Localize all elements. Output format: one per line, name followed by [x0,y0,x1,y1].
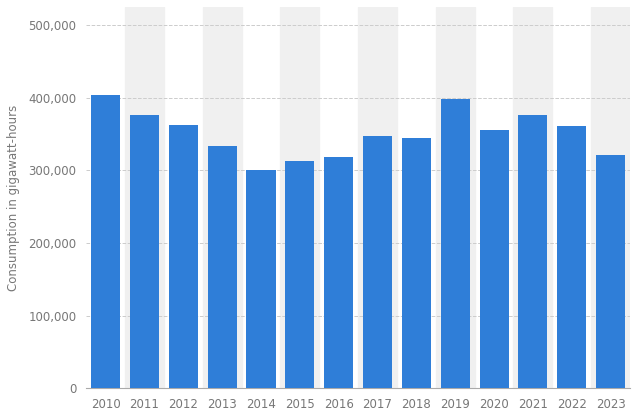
Bar [203,7,241,388]
Bar [591,7,630,388]
Bar [363,136,392,388]
Bar [557,126,586,388]
Bar [519,115,547,388]
Bar [480,130,508,388]
Bar [436,7,475,388]
Bar [402,138,431,388]
Y-axis label: Consumption in gigawatt-hours: Consumption in gigawatt-hours [7,104,20,291]
Bar [169,125,198,388]
Bar [125,7,164,388]
Bar [280,7,319,388]
Bar [324,157,354,388]
Bar [247,170,276,388]
Bar [596,155,625,388]
Bar [513,7,552,388]
Bar [441,99,470,388]
Bar [91,95,120,388]
Bar [358,7,397,388]
Bar [130,115,159,388]
Bar [208,146,237,388]
Bar [285,161,315,388]
